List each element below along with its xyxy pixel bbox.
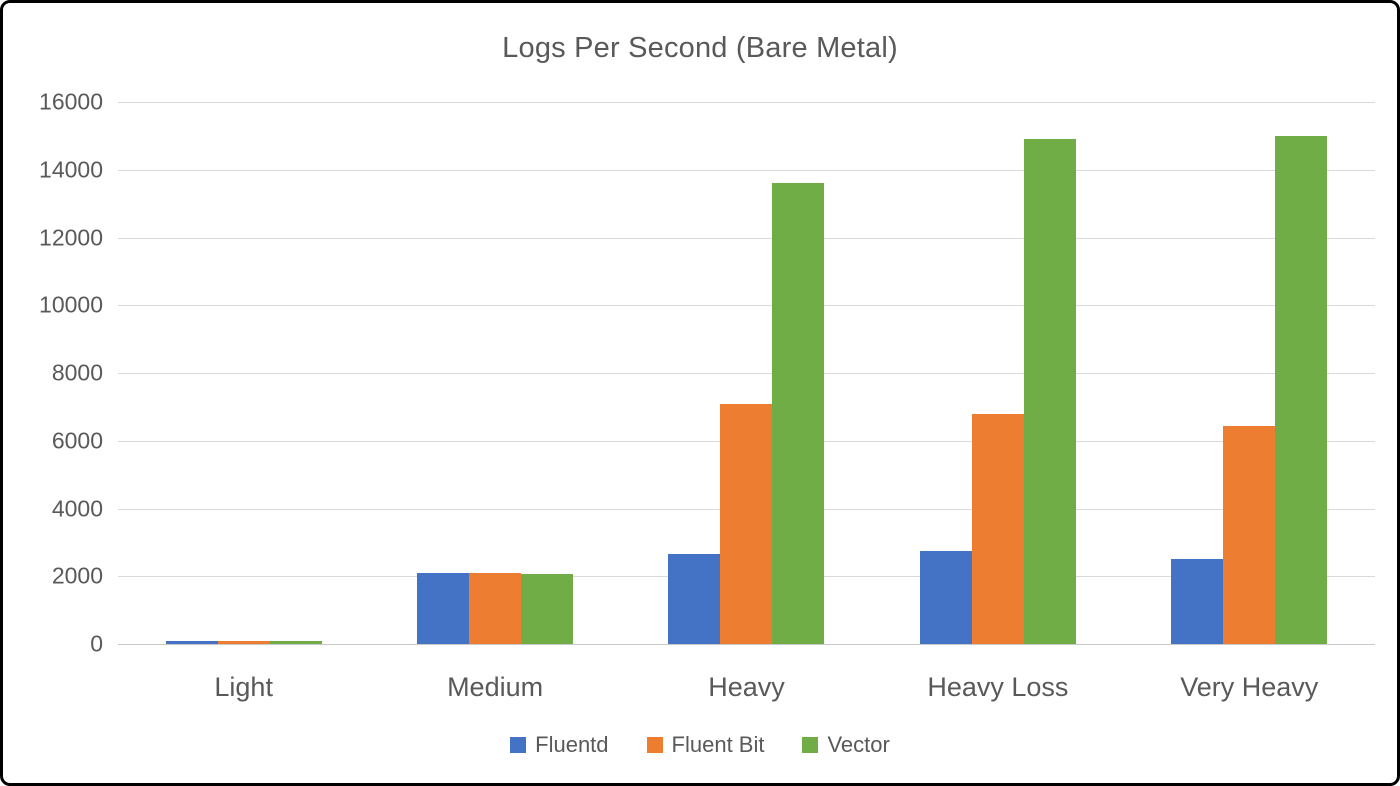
gridline-y-0 <box>118 644 1375 645</box>
x-tick-label-medium: Medium <box>447 672 544 702</box>
gridline-y-12000 <box>118 237 1375 239</box>
bar-vector-heavy-loss <box>1023 139 1076 644</box>
y-tick-label-14000: 14000 <box>39 156 103 183</box>
y-axis: 0 2000 4000 6000 8000 10000 12000 14000 16000 <box>3 89 103 657</box>
x-tick-label-heavy: Heavy <box>708 672 785 702</box>
bar-group-heavy <box>621 102 872 644</box>
y-tick-label-6000: 6000 <box>51 427 103 454</box>
bar-fluentd-light <box>165 640 218 644</box>
bar-fluentd-heavy <box>668 554 721 644</box>
legend-item-fluentd: Fluentd <box>510 732 609 758</box>
y-tick-label-12000: 12000 <box>39 224 103 250</box>
y-tick-label-2000: 2000 <box>51 562 103 589</box>
legend-label: Fluent Bit <box>671 732 765 757</box>
bar-fluent-bit-heavy-loss <box>971 413 1024 644</box>
x-tick-label-very-heavy: Very Heavy <box>1180 672 1319 702</box>
bar-vector-medium <box>521 573 574 644</box>
gridline-y-14000 <box>118 169 1375 171</box>
legend-item-vector: Vector <box>802 732 890 758</box>
x-tick-label-heavy-loss: Heavy Loss <box>927 672 1069 702</box>
x-tick-label-light: Light <box>214 672 273 702</box>
y-tick-label-8000: 8000 <box>51 359 103 386</box>
bar-fluent-bit-very-heavy <box>1223 425 1276 644</box>
legend-swatch-icon <box>802 737 819 753</box>
legend-swatch-icon <box>510 737 527 753</box>
x-axis: Light Medium Heavy Heavy Loss Very Heavy <box>118 672 1375 708</box>
bar-fluent-bit-light <box>217 640 270 644</box>
gridline-y-10000 <box>118 305 1375 307</box>
bar-group-very-heavy <box>1124 102 1375 644</box>
y-tick-label-0: 0 <box>90 630 103 657</box>
bar-vector-very-heavy <box>1275 135 1328 644</box>
plot-area <box>118 102 1375 645</box>
bar-vector-heavy <box>772 183 825 644</box>
legend-label: Fluentd <box>535 732 609 757</box>
bar-fluentd-very-heavy <box>1171 559 1224 644</box>
bar-group-heavy-loss <box>872 102 1123 644</box>
legend-item-fluent-bit: Fluent Bit <box>646 732 765 758</box>
y-tick-label-16000: 16000 <box>39 88 103 115</box>
gridline-y-8000 <box>118 373 1375 374</box>
y-tick-label-10000: 10000 <box>39 291 103 318</box>
bar-group-medium <box>369 102 620 644</box>
chart-title: Logs Per Second (Bare Metal) <box>502 32 898 64</box>
bar-fluent-bit-heavy <box>720 403 773 644</box>
bar-group-light <box>118 102 369 644</box>
bar-fluentd-medium <box>417 572 470 644</box>
bar-vector-light <box>269 640 322 644</box>
legend-swatch-icon <box>646 737 663 753</box>
y-tick-label-4000: 4000 <box>51 495 103 521</box>
legend: Fluentd Fluent Bit Vector <box>3 732 1397 758</box>
bar-fluent-bit-medium <box>469 572 522 644</box>
legend-label: Vector <box>827 732 890 757</box>
bar-fluentd-heavy-loss <box>919 550 972 644</box>
gridline-y-16000 <box>118 102 1375 103</box>
